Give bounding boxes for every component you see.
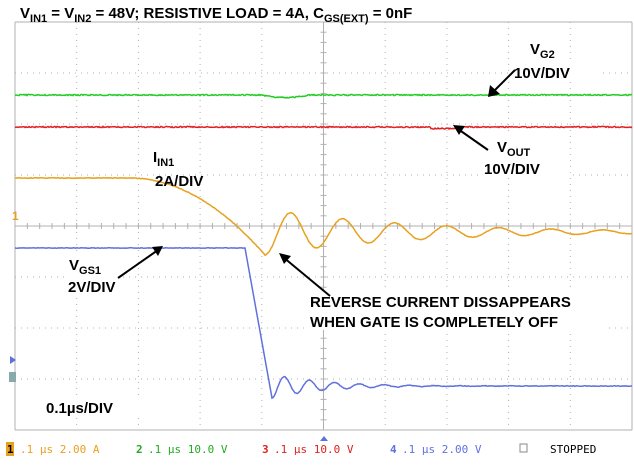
label-sub: IN1: [157, 157, 174, 169]
label: V: [530, 41, 540, 58]
label: 2A/DIV: [155, 173, 203, 190]
ch1-marker: 1: [12, 209, 19, 223]
status-bar: 1 .1 µs 2.00 A 2 .1 µs 10.0 V 3 .1 µs 10…: [6, 442, 596, 456]
ch-setting: .1 µs 10.0 V: [148, 443, 228, 456]
label: V: [497, 139, 507, 156]
title-sub: IN2: [74, 13, 91, 25]
label-sub: OUT: [507, 147, 531, 159]
label-sub: G2: [540, 49, 555, 61]
title-part: V: [20, 5, 30, 22]
title-sub: IN1: [30, 13, 47, 25]
ch-id: 1: [7, 443, 14, 456]
title-part: = V: [47, 5, 74, 22]
timebase: 0.1µs/DIV: [46, 400, 113, 417]
label: 10V/DIV: [484, 161, 540, 178]
note: WHEN GATE IS COMPLETELY OFF: [310, 314, 558, 331]
ch-markers: [9, 372, 16, 382]
svg-text:IIN1: IIN1: [153, 149, 174, 169]
ch-setting: .1 µs 2.00 A: [20, 443, 100, 456]
ch-setting: .1 µs 10.0 V: [274, 443, 354, 456]
ch-id: 3: [262, 443, 269, 456]
note: REVERSE CURRENT DISSAPPEARS: [310, 294, 571, 311]
ch-id: 4: [390, 443, 397, 456]
graticule: [15, 22, 632, 430]
title-part: = 48V; RESISTIVE LOAD = 4A, C: [91, 5, 324, 22]
scope-screen: 1 VIN1 = VIN2 = 48V; RESISTIVE LOAD = 4A…: [0, 0, 634, 465]
status: STOPPED: [550, 443, 596, 456]
label-vout: VOUT 10V/DIV: [480, 136, 570, 178]
label: V: [69, 257, 79, 274]
trigger-marker: [320, 436, 328, 441]
ch-setting: .1 µs 2.00 V: [402, 443, 482, 456]
label-vg2: VG2 10V/DIV: [510, 38, 602, 82]
ch-id: 2: [136, 443, 143, 456]
label-vgs1: VGS1 2V/DIV: [64, 254, 120, 296]
label-sub: GS1: [79, 265, 101, 277]
title-sub: GS(EXT): [324, 13, 369, 25]
label: 2V/DIV: [68, 279, 116, 296]
label-iin1: IIN1 2A/DIV: [153, 149, 203, 190]
title-part: = 0nF: [369, 5, 413, 22]
label: 10V/DIV: [514, 65, 570, 82]
